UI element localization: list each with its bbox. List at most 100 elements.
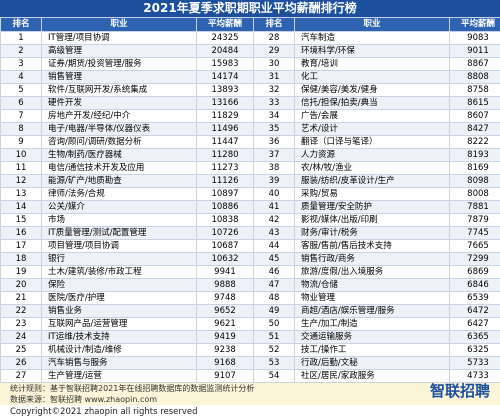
column-header: 平均薪酬 [449,17,500,32]
table-row: 27 生产管理/运营 9107 54 社区/居民/家政服务 4733 [0,369,500,383]
occupation: 保险 [41,278,197,292]
salary: 6539 [449,291,500,305]
table-row: 23 互联网产品/运营管理 9621 50 生产/加工/制造 6427 [0,317,500,331]
salary: 6427 [449,317,500,331]
rank: 15 [0,213,42,227]
occupation: 电信/通信技术开发及应用 [41,161,197,175]
salary: 9011 [449,44,500,58]
salary: 20484 [196,44,254,58]
rank: 42 [253,213,295,227]
occupation: 服装/纺织/皮革设计/生产 [294,174,450,188]
footer: 统计规则：基于智联招聘2021年在线招聘数据库的数据监测统计分析 数据来源：智联… [0,383,500,405]
table-row: 3 证券/期货/投资管理/服务 15983 30 教育/培训 8867 [0,57,500,71]
table-row: 24 IT运维/技术支持 9419 51 交通运输服务 6365 [0,330,500,344]
salary: 7299 [449,252,500,266]
rank: 46 [253,265,295,279]
occupation: 环境科学/环保 [294,44,450,58]
rank: 34 [253,109,295,123]
rank: 26 [0,356,42,370]
occupation: 土木/建筑/装修/市政工程 [41,265,197,279]
rank: 9 [0,135,42,149]
occupation: 房地产开发/经纪/中介 [41,109,197,123]
rank: 2 [0,44,42,58]
column-header: 平均薪酬 [196,17,254,32]
rank: 37 [253,148,295,162]
rank: 7 [0,109,42,123]
occupation: IT运维/技术支持 [41,330,197,344]
rank: 53 [253,356,295,370]
table-row: 12 能源/矿产/地质勘查 11126 39 服装/纺织/皮革设计/生产 8098 [0,174,500,188]
rank: 50 [253,317,295,331]
rank: 49 [253,304,295,318]
salary: 9107 [196,369,254,383]
salary-table: 排名 职业 平均薪酬 排名 职业 平均薪酬 1 IT管理/项目协调 24325 28 汽车制造 908… [0,17,500,383]
rank: 52 [253,343,295,357]
salary: 11126 [196,174,254,188]
rank: 54 [253,369,295,383]
table-row: 6 硬件开发 13166 33 信托/担保/拍卖/典当 8615 [0,96,500,110]
table-row: 10 生物/制药/医疗器械 11280 37 人力资源 8193 [0,148,500,162]
occupation: 影视/媒体/出版/印刷 [294,213,450,227]
occupation: 质量管理/安全防护 [294,200,450,214]
table-row: 15 市场 10838 42 影视/媒体/出版/印刷 7879 [0,213,500,227]
occupation: 保健/美容/美发/健身 [294,83,450,97]
rank: 8 [0,122,42,136]
salary: 7879 [449,213,500,227]
rank: 27 [0,369,42,383]
occupation: 银行 [41,252,197,266]
rank: 16 [0,226,42,240]
rank: 13 [0,187,42,201]
table-row: 20 保险 9888 47 物流/仓储 6846 [0,278,500,292]
salary: 8008 [449,187,500,201]
salary: 9168 [196,356,254,370]
table-row: 16 IT质量管理/测试/配置管理 10726 43 财务/审计/税务 7745 [0,226,500,240]
occupation: 旅游/度假/出入境服务 [294,265,450,279]
salary: 8098 [449,174,500,188]
occupation: 采购/贸易 [294,187,450,201]
column-header: 职业 [41,17,197,32]
salary: 6365 [449,330,500,344]
occupation: 销售管理 [41,70,197,84]
rank: 25 [0,343,42,357]
salary: 8867 [449,57,500,71]
salary: 13893 [196,83,254,97]
salary: 11829 [196,109,254,123]
occupation: 农/林/牧/渔业 [294,161,450,175]
table-row: 11 电信/通信技术开发及应用 11273 38 农/林/牧/渔业 8169 [0,161,500,175]
header-row: 排名 职业 平均薪酬 排名 职业 平均薪酬 [0,17,500,32]
salary: 15983 [196,57,254,71]
column-header: 职业 [294,17,450,32]
rank: 22 [0,304,42,318]
rank: 19 [0,265,42,279]
occupation: 咨询/顾问/调研/数据分析 [41,135,197,149]
salary: 9238 [196,343,254,357]
salary: 11496 [196,122,254,136]
logo: 智联招聘 [429,382,490,400]
salary: 9748 [196,291,254,305]
occupation: 艺术/设计 [294,122,450,136]
rank: 12 [0,174,42,188]
occupation: 汽车制造 [294,31,450,45]
occupation: 软件/互联网开发/系统集成 [41,83,197,97]
source-note: 数据来源：智联招聘 www.zhaopin.com [10,395,158,404]
occupation: 机械设计/制造/维修 [41,343,197,357]
table-row: 21 医院/医疗/护理 9748 48 物业管理 6539 [0,291,500,305]
salary: 6869 [449,265,500,279]
rank: 3 [0,57,42,71]
occupation: 市场 [41,213,197,227]
occupation: 高级管理 [41,44,197,58]
table-row: 19 土木/建筑/装修/市政工程 9941 46 旅游/度假/出入境服务 6869 [0,265,500,279]
salary: 7881 [449,200,500,214]
occupation: 生物/制药/医疗器械 [41,148,197,162]
salary: 5733 [449,356,500,370]
rank: 20 [0,278,42,292]
occupation: 电子/电器/半导体/仪器仪表 [41,122,197,136]
salary: 6472 [449,304,500,318]
occupation: 物业管理 [294,291,450,305]
occupation: 交通运输服务 [294,330,450,344]
occupation: 汽车销售与服务 [41,356,197,370]
salary: 8758 [449,83,500,97]
table-row: 4 销售管理 14174 31 化工 8808 [0,70,500,84]
table-row: 9 咨询/顾问/调研/数据分析 11447 36 翻译（口译与笔译） 8222 [0,135,500,149]
